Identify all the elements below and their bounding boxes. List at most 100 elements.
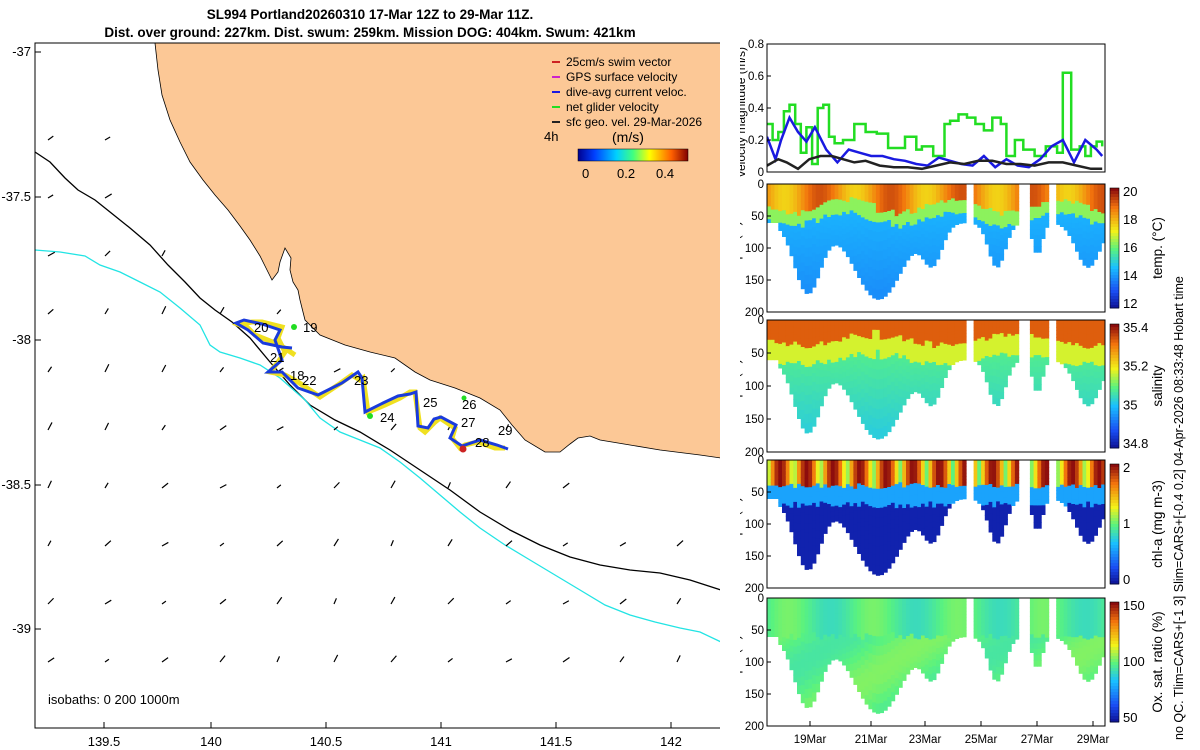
- section-cell: [778, 191, 783, 197]
- section-cell: [898, 650, 903, 658]
- section-cell: [804, 598, 809, 608]
- section-cell: [797, 460, 802, 469]
- section-cell: [797, 223, 802, 233]
- section-cell: [1044, 601, 1050, 606]
- section-cell: [879, 369, 884, 380]
- section-cell: [767, 495, 772, 499]
- section-cell: [800, 391, 806, 402]
- section-cell: [1063, 460, 1068, 465]
- section-cell: [1037, 482, 1042, 489]
- section-ylabel: Depth (m): [740, 635, 743, 688]
- section-cell: [789, 387, 794, 395]
- section-cell: [1067, 328, 1072, 334]
- section-cell: [984, 627, 990, 634]
- section-cell: [793, 225, 798, 234]
- section-cell: [1063, 351, 1068, 357]
- section-cell: [774, 482, 779, 487]
- section-cell: [827, 482, 832, 489]
- section-cell: [789, 525, 794, 533]
- section-cell: [1075, 598, 1080, 605]
- section-cell: [1063, 640, 1068, 645]
- section-cell: [902, 659, 907, 668]
- section-cell: [845, 484, 851, 491]
- section-cell: [778, 613, 783, 618]
- section-cell: [947, 614, 952, 619]
- section-cell: [1086, 253, 1091, 261]
- section-cell: [928, 487, 933, 496]
- section-cell: [1037, 460, 1042, 467]
- section-cell: [842, 487, 847, 495]
- section-cell: [853, 227, 858, 235]
- section-cell: [1097, 377, 1102, 385]
- section-cell: [812, 477, 817, 487]
- section-cell: [954, 460, 960, 464]
- section-cell: [860, 510, 866, 519]
- section-cell: [879, 655, 884, 666]
- section-cell: [864, 651, 869, 661]
- section-cell: [1075, 212, 1080, 219]
- section-cell: [962, 353, 967, 358]
- section-cell: [909, 603, 914, 611]
- section-cell: [804, 634, 809, 645]
- section-cell: [1090, 354, 1095, 363]
- section-cell: [1044, 220, 1050, 225]
- section-cell: [906, 460, 911, 467]
- section-cell: [797, 491, 802, 501]
- section-cell: [830, 506, 836, 513]
- section-cell: [1090, 480, 1095, 488]
- section-cell: [962, 206, 967, 211]
- section-cell: [943, 230, 948, 236]
- section-cell: [1090, 473, 1095, 481]
- section-cell: [875, 389, 881, 400]
- section-cell: [834, 346, 839, 352]
- section-cell: [1007, 224, 1012, 229]
- section-cell: [928, 480, 933, 489]
- section-cell: [785, 340, 791, 347]
- section-cell: [1090, 520, 1095, 529]
- section-cell: [962, 184, 967, 188]
- section-cell: [812, 226, 817, 237]
- section-cell: [932, 507, 937, 515]
- section-cell: [1041, 598, 1046, 604]
- section-cell: [984, 238, 990, 245]
- section-cell: [793, 598, 798, 606]
- section-cell: [1014, 601, 1020, 606]
- section-cell: [1007, 606, 1012, 612]
- section-cell: [958, 633, 963, 638]
- section-cell: [879, 664, 884, 675]
- section-cell: [1067, 460, 1072, 465]
- section-cell: [808, 487, 813, 497]
- section-cell: [849, 230, 854, 238]
- section-cell: [883, 663, 888, 674]
- section-cell: [943, 602, 948, 608]
- section-cell: [1097, 383, 1102, 390]
- section-cell: [1097, 343, 1102, 350]
- section-cell: [977, 619, 982, 624]
- section-cell: [872, 368, 877, 380]
- section-cell: [954, 466, 960, 471]
- day-label: 28: [475, 435, 489, 450]
- section-cell: [872, 607, 877, 618]
- section-cell: [849, 604, 854, 612]
- section-cell: [845, 382, 851, 390]
- section-cell: [906, 253, 911, 261]
- section-cell: [864, 659, 869, 670]
- section-cell: [924, 664, 929, 672]
- section-cell: [1075, 476, 1080, 483]
- section-cell: [1097, 521, 1102, 528]
- section-cell: [782, 499, 787, 505]
- section-cell: [928, 190, 933, 199]
- section-cell: [1063, 598, 1068, 603]
- section-cell: [1003, 508, 1008, 515]
- section-cell: [879, 674, 884, 685]
- cbar-tick-label: 18: [1123, 212, 1137, 227]
- section-cell: [1041, 206, 1046, 212]
- section-cell: [778, 363, 783, 369]
- section-cell: [800, 624, 806, 634]
- section-cell: [815, 328, 821, 337]
- section-cell: [864, 539, 869, 549]
- section-cell: [939, 476, 945, 483]
- section-cell: [1082, 238, 1087, 246]
- section-cell: [785, 209, 791, 215]
- section-cell: [1037, 201, 1042, 208]
